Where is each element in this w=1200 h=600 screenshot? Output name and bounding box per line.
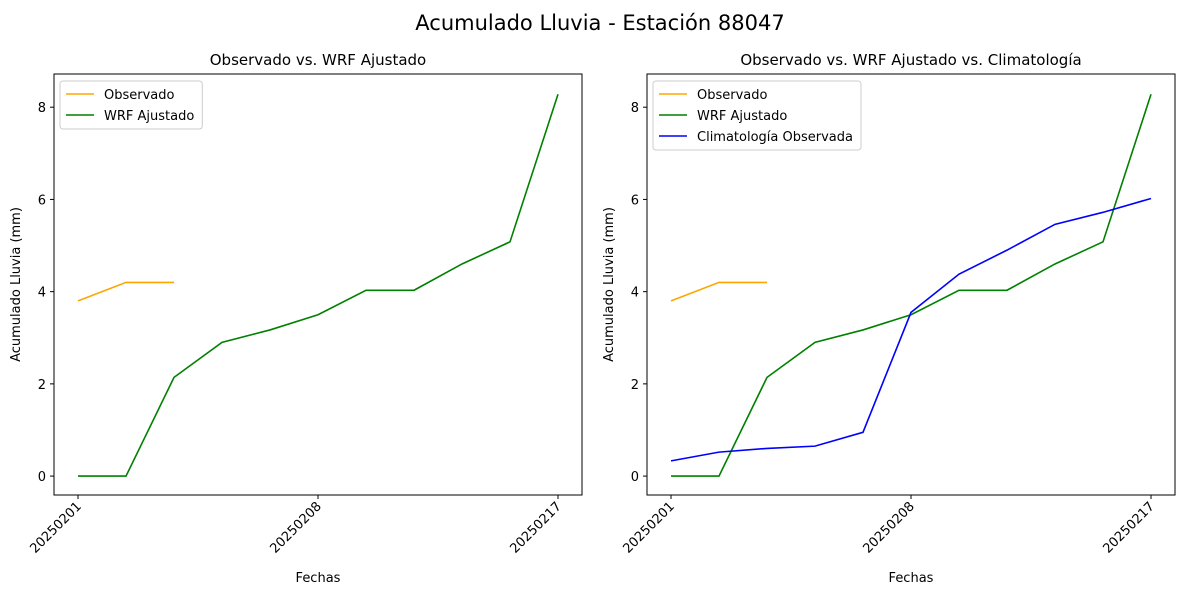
legend-box <box>652 80 862 151</box>
x-tick-label: 20250217 <box>1100 499 1157 556</box>
chart-title: Observado vs. WRF Ajustado vs. Climatolo… <box>740 51 1081 69</box>
x-tick-label: 20250201 <box>620 499 677 556</box>
y-tick-label: 4 <box>38 286 46 301</box>
legend-label: WRF Ajustado <box>104 109 194 124</box>
y-axis-label: Acumulado Lluvia (mm) <box>9 207 24 362</box>
legend-label: Climatología Observada <box>697 130 853 145</box>
y-tick-label: 2 <box>631 378 639 393</box>
x-tick-label: 20250201 <box>27 499 84 556</box>
x-tick-label: 20250208 <box>860 499 917 556</box>
data-line <box>670 197 1152 462</box>
y-tick-label: 0 <box>631 470 639 485</box>
y-tick-label: 6 <box>631 193 639 208</box>
y-tick-label: 8 <box>38 101 46 116</box>
legend-label: Observado <box>697 88 768 103</box>
plot-frame <box>646 73 1176 496</box>
y-axis-label: Acumulado Lluvia (mm) <box>602 207 617 362</box>
x-tick-label: 20250217 <box>507 499 564 556</box>
y-tick-label: 8 <box>631 101 639 116</box>
data-line <box>670 281 767 302</box>
data-line <box>77 281 174 302</box>
y-tick-label: 0 <box>38 470 46 485</box>
y-tick-label: 4 <box>631 286 639 301</box>
y-tick-label: 2 <box>38 378 46 393</box>
x-tick-label: 20250208 <box>267 499 324 556</box>
figure-title: Acumulado Lluvia - Estación 88047 <box>415 11 784 35</box>
data-line <box>78 94 559 477</box>
legend-label: Observado <box>104 88 175 103</box>
chart-title: Observado vs. WRF Ajustado <box>210 51 426 69</box>
y-tick-label: 6 <box>38 193 46 208</box>
x-axis-label: Fechas <box>889 571 934 586</box>
data-line <box>671 94 1152 477</box>
legend-label: WRF Ajustado <box>697 109 787 124</box>
plot-frame <box>53 73 583 496</box>
legend-box <box>59 80 203 130</box>
x-axis-label: Fechas <box>296 571 341 586</box>
